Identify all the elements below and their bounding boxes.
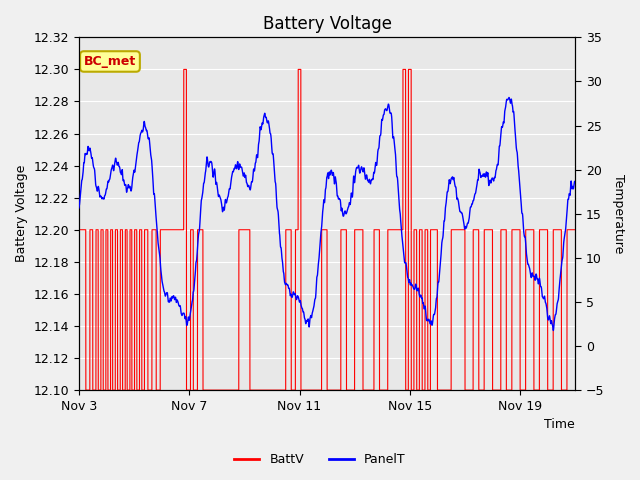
X-axis label: Time: Time: [545, 419, 575, 432]
Title: Battery Voltage: Battery Voltage: [262, 15, 392, 33]
Y-axis label: Temperature: Temperature: [612, 174, 625, 253]
Y-axis label: Battery Voltage: Battery Voltage: [15, 165, 28, 263]
Legend: BattV, PanelT: BattV, PanelT: [229, 448, 411, 471]
Text: BC_met: BC_met: [84, 55, 136, 68]
